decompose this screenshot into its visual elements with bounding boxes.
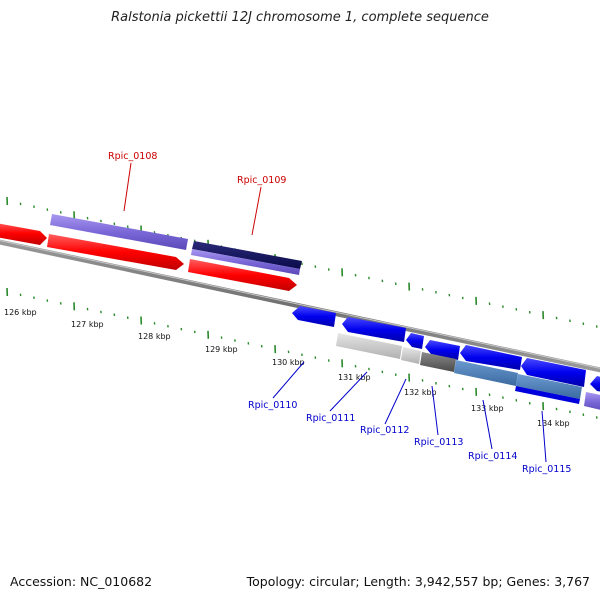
gene-forward-red-a[interactable] [47, 234, 184, 270]
gene-label-rpic-0112[interactable]: Rpic_0112 [360, 425, 409, 436]
tick-label: 134 kbp [537, 419, 570, 428]
gene-rpic-0108-feature[interactable] [50, 214, 188, 250]
topology-summary: Topology: circular; Length: 3,942,557 bp… [246, 574, 590, 589]
sequence-backbone-highlight [0, 240, 600, 369]
tick-label: 131 kbp [338, 373, 371, 382]
gene-rpic-0113-feature[interactable] [420, 352, 456, 372]
tick-labels: 126 kbp 127 kbp 128 kbp 129 kbp 130 kbp … [4, 308, 570, 428]
gene-forward-left-red[interactable] [0, 222, 47, 245]
gene-label-rpic-0111[interactable]: Rpic_0111 [306, 413, 355, 424]
gene-forward-red-b[interactable] [188, 259, 297, 291]
gene-label-rpic-0115[interactable]: Rpic_0115 [522, 464, 571, 475]
tick-label: 129 kbp [205, 345, 238, 354]
accession-label: Accession: NC_010682 [10, 574, 153, 589]
gene-label-rpic-0110[interactable]: Rpic_0110 [248, 400, 297, 411]
gene-rpic-0111-feature[interactable] [336, 333, 402, 359]
inner-tick-ring [6, 287, 598, 419]
gene-rpic-0109-feature[interactable] [191, 249, 300, 275]
tick-label: 132 kbp [404, 388, 437, 397]
gene-reverse-blue-3[interactable] [406, 333, 424, 349]
tick-label: 126 kbp [4, 308, 37, 317]
tick-label: 127 kbp [71, 320, 104, 329]
gene-rpic-0112-feature[interactable] [401, 347, 421, 364]
gene-label-rpic-0109[interactable]: Rpic_0109 [237, 175, 286, 186]
gene-reverse-blue-1[interactable] [292, 306, 336, 327]
label-leaders [123, 162, 547, 463]
forward-strand-genes [0, 214, 302, 291]
reverse-strand-genes [292, 306, 600, 412]
gene-reverse-blue-7[interactable] [590, 376, 600, 393]
gene-reverse-lavender-edge[interactable] [584, 392, 600, 412]
gene-rpic-0114-feature[interactable] [454, 360, 518, 386]
gene-label-rpic-0113[interactable]: Rpic_0113 [414, 437, 463, 448]
tick-label: 130 kbp [272, 358, 305, 367]
gene-reverse-blue-6[interactable] [521, 358, 586, 387]
gene-reverse-blue-4[interactable] [425, 340, 460, 360]
gene-rpic-0109-navy[interactable] [192, 241, 302, 269]
gene-reverse-blue-2[interactable] [342, 317, 406, 342]
gene-rpic-0115-feature-base[interactable] [515, 386, 580, 404]
tick-label: 133 kbp [471, 404, 504, 413]
gene-label-rpic-0114[interactable]: Rpic_0114 [468, 451, 517, 462]
gene-rpic-0115-feature[interactable] [516, 374, 582, 399]
gene-label-rpic-0108[interactable]: Rpic_0108 [108, 151, 157, 162]
map-title: Ralstonia pickettii 12J chromosome 1, co… [111, 10, 489, 25]
gene-labels: Rpic_0108 Rpic_0109 Rpic_0110 Rpic_0111 … [108, 151, 571, 475]
tick-label: 128 kbp [138, 332, 171, 341]
gene-reverse-blue-5[interactable] [460, 345, 522, 370]
